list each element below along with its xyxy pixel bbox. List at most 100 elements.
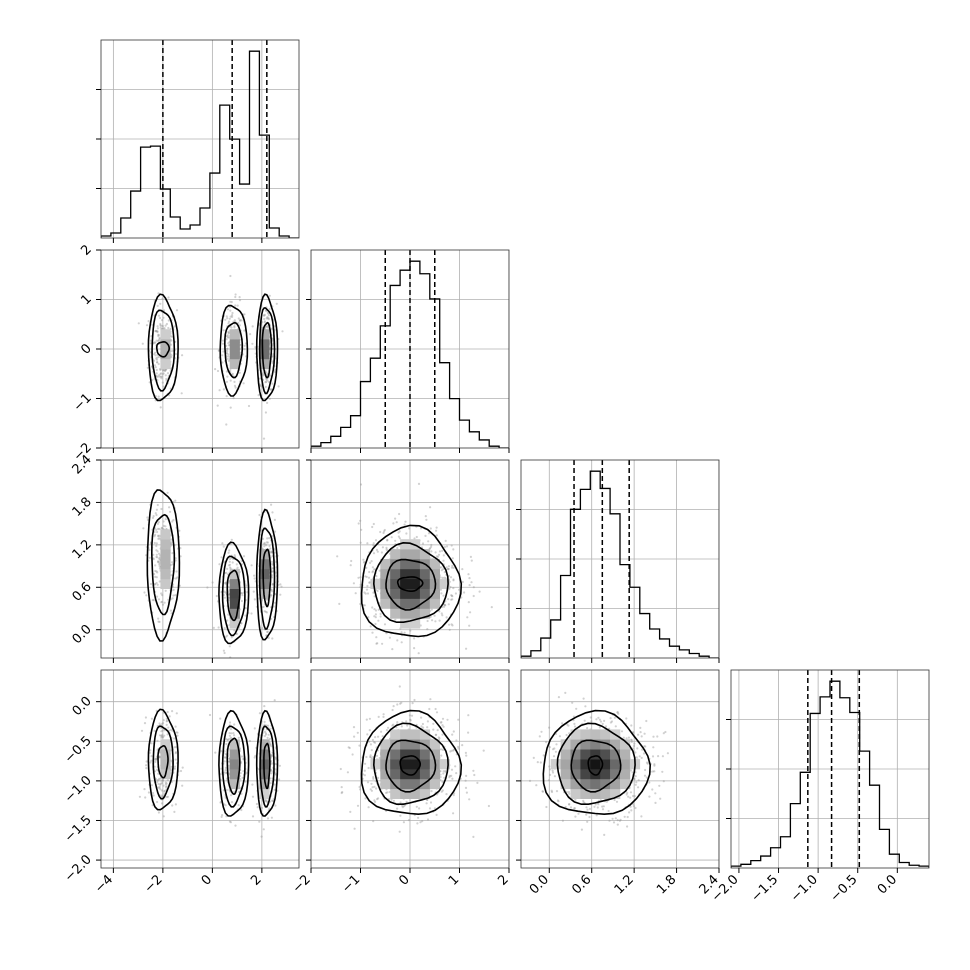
density-cell bbox=[600, 778, 611, 790]
scatter-point bbox=[452, 812, 455, 815]
density-cell bbox=[610, 788, 621, 799]
scatter-point bbox=[228, 732, 231, 735]
scatter-point bbox=[266, 317, 269, 320]
scatter-point bbox=[627, 736, 631, 739]
scatter-point bbox=[163, 327, 166, 330]
scatter-point bbox=[452, 587, 455, 590]
scatter-point bbox=[451, 733, 454, 736]
scatter-point bbox=[397, 531, 400, 534]
scatter-point bbox=[375, 575, 378, 578]
scatter-point bbox=[156, 522, 159, 526]
contour-line bbox=[542, 709, 652, 816]
scatter-point bbox=[630, 740, 633, 744]
scatter-point bbox=[404, 659, 406, 661]
scatter-point bbox=[233, 319, 236, 322]
scatter-point bbox=[226, 334, 229, 337]
density-cell bbox=[229, 588, 240, 599]
scatter-point bbox=[270, 576, 274, 579]
scatter-point bbox=[264, 733, 268, 736]
scatter-point bbox=[431, 619, 434, 622]
scatter-point bbox=[218, 389, 221, 392]
scatter-point bbox=[277, 385, 280, 388]
scatter-point bbox=[625, 793, 628, 796]
scatter-point bbox=[632, 805, 636, 808]
density-cell bbox=[390, 729, 401, 740]
scatter-point bbox=[454, 592, 457, 595]
scatter-point bbox=[409, 719, 412, 722]
density-cell bbox=[390, 769, 401, 780]
scatter-point bbox=[159, 326, 162, 329]
scatter-point bbox=[443, 776, 446, 779]
scatter-point bbox=[365, 718, 368, 721]
scatter-point bbox=[438, 550, 442, 553]
scatter-point bbox=[396, 703, 399, 706]
scatter-point bbox=[428, 707, 431, 711]
scatter-point bbox=[163, 734, 166, 737]
scatter-point bbox=[263, 720, 266, 724]
y-tick-label: −1.0 bbox=[62, 773, 95, 806]
scatter-point bbox=[157, 521, 160, 524]
scatter-point bbox=[157, 339, 160, 343]
scatter-point bbox=[386, 539, 389, 542]
scatter-point bbox=[652, 746, 655, 749]
scatter-point bbox=[156, 779, 159, 782]
scatter-point bbox=[170, 335, 173, 338]
scatter-point bbox=[226, 357, 229, 360]
scatter-point bbox=[266, 817, 270, 820]
scatter-point bbox=[240, 592, 243, 595]
scatter-point bbox=[224, 804, 227, 807]
scatter-point bbox=[652, 735, 655, 738]
scatter-point bbox=[380, 730, 383, 733]
scatter-point bbox=[160, 789, 164, 792]
scatter-point bbox=[542, 754, 545, 757]
scatter-point bbox=[584, 705, 587, 708]
scatter-point bbox=[270, 503, 273, 506]
scatter-point bbox=[536, 761, 539, 764]
scatter-point bbox=[421, 820, 424, 823]
scatter-point bbox=[653, 764, 656, 767]
scatter-point bbox=[156, 530, 159, 534]
scatter-point bbox=[432, 722, 435, 725]
scatter-point bbox=[161, 603, 165, 606]
scatter-point bbox=[158, 785, 161, 788]
scatter-point bbox=[266, 311, 269, 314]
scatter-point bbox=[440, 569, 443, 572]
scatter-point bbox=[440, 566, 443, 569]
scatter-point bbox=[263, 314, 266, 317]
scatter-point bbox=[158, 336, 161, 339]
scatter-point bbox=[405, 800, 408, 804]
density-cell bbox=[419, 588, 431, 599]
scatter-point bbox=[443, 576, 446, 579]
density-cell bbox=[439, 759, 450, 770]
scatter-point bbox=[241, 594, 244, 597]
scatter-point bbox=[170, 354, 173, 357]
scatter-point bbox=[338, 602, 341, 606]
scatter-point bbox=[160, 734, 163, 738]
y-tick-label: −0.5 bbox=[62, 734, 95, 767]
scatter-point bbox=[164, 324, 167, 327]
scatter-point bbox=[264, 732, 267, 735]
scatter-point bbox=[639, 726, 642, 730]
scatter-point bbox=[421, 722, 424, 726]
scatter-point bbox=[262, 437, 266, 440]
scatter-point bbox=[159, 324, 162, 327]
density-cell bbox=[400, 578, 411, 589]
x-tick-label: 1.8 bbox=[654, 872, 679, 897]
scatter-point bbox=[235, 563, 238, 566]
scatter-point bbox=[227, 564, 231, 567]
density-cell bbox=[160, 749, 171, 760]
scatter-point bbox=[151, 598, 154, 602]
scatter-point bbox=[437, 736, 440, 739]
scatter-point bbox=[440, 721, 443, 724]
scatter-point bbox=[358, 744, 361, 747]
scatter-point bbox=[244, 780, 247, 783]
scatter-point bbox=[226, 317, 229, 320]
scatter-point bbox=[465, 754, 468, 757]
scatter-point bbox=[151, 323, 154, 326]
scatter-point bbox=[417, 816, 420, 819]
scatter-point bbox=[224, 591, 227, 594]
scatter-point bbox=[434, 620, 437, 623]
scatter-point bbox=[173, 810, 176, 814]
scatter-point bbox=[228, 557, 231, 561]
scatter-point bbox=[234, 824, 237, 827]
